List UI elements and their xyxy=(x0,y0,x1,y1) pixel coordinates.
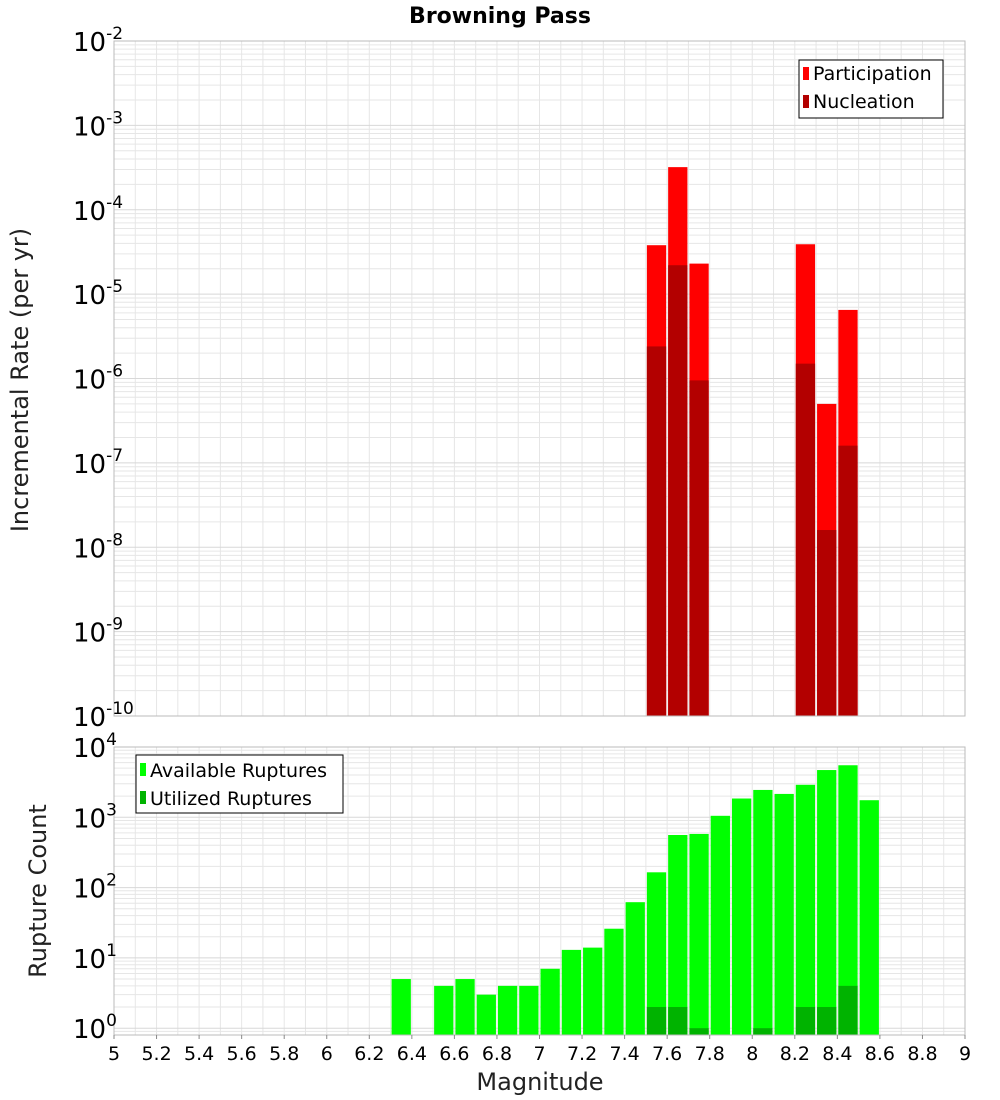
legend-nucleation-swatch xyxy=(803,95,809,108)
legend-available-swatch xyxy=(140,763,146,776)
legend-nucleation-label: Nucleation xyxy=(813,91,915,113)
nucleation-bar xyxy=(795,363,816,716)
available-bar xyxy=(774,793,794,1035)
available-bar xyxy=(710,815,730,1035)
available-bar xyxy=(540,968,560,1035)
available-bar xyxy=(604,928,624,1035)
available-bar xyxy=(434,985,454,1035)
available-bar xyxy=(731,798,752,1035)
xtick-label: 6.8 xyxy=(482,1043,512,1065)
utilized-bar xyxy=(689,1028,709,1035)
nucleation-bar xyxy=(646,346,667,716)
top-plot-frame xyxy=(113,40,966,717)
legend-participation-label: Participation xyxy=(813,63,932,85)
top-ytick-label: 10-8 xyxy=(73,530,123,564)
top-ytick-label: 10-2 xyxy=(73,24,123,58)
top-ytick-labels: 10-10 10-9 10-8 10-7 10-6 10-5 10-4 10-3 10-2 xyxy=(73,24,134,733)
xtick-label: 6.4 xyxy=(397,1043,427,1065)
bottom-bars xyxy=(391,765,879,1035)
xtick-label: 5.2 xyxy=(141,1043,171,1065)
nucleation-bar xyxy=(838,445,858,716)
available-bar xyxy=(753,789,773,1035)
xtick-label: 8 xyxy=(746,1043,758,1065)
xtick-label: 6 xyxy=(321,1043,333,1065)
xtick-label: 8.8 xyxy=(907,1043,937,1065)
available-bar xyxy=(391,979,411,1035)
xtick-label: 7.4 xyxy=(609,1043,639,1065)
available-bar xyxy=(497,985,518,1035)
bottom-xtick-labels: 5 5.2 5.4 5.6 5.8 6 6.2 6.4 6.6 6.8 7 7.2 7.4 7.6 7.8 8… xyxy=(108,1035,971,1065)
top-legend: Participation Nucleation xyxy=(798,59,944,119)
available-bar xyxy=(668,834,688,1035)
bottom-ytick-label: 104 xyxy=(73,730,117,764)
top-y-axis-label: Incremental Rate (per yr) xyxy=(6,228,34,532)
available-bar xyxy=(859,800,879,1035)
nucleation-bar xyxy=(817,530,837,716)
xtick-label: 6.6 xyxy=(439,1043,469,1065)
legend-utilized-swatch xyxy=(140,791,146,804)
legend-participation-swatch xyxy=(803,67,809,80)
utilized-bar xyxy=(817,1007,837,1035)
bottom-legend-box xyxy=(135,754,344,814)
bottom-ytick-label: 103 xyxy=(73,800,117,834)
xtick-label: 7.2 xyxy=(567,1043,597,1065)
top-ytick-label: 10-6 xyxy=(73,362,123,396)
top-gridlines xyxy=(114,40,965,717)
top-ytick-label: 10-10 xyxy=(73,699,134,733)
bottom-ytick-label: 102 xyxy=(73,871,117,905)
xtick-label: 7.6 xyxy=(652,1043,682,1065)
bottom-ytick-label: 100 xyxy=(73,1011,117,1045)
utilized-bar xyxy=(668,1007,688,1035)
utilized-bar xyxy=(753,1028,773,1035)
bottom-ytick-labels: 100 101 102 103 104 xyxy=(73,730,117,1045)
legend-utilized-label: Utilized Ruptures xyxy=(150,788,312,810)
available-bar xyxy=(476,994,496,1035)
xtick-label: 5 xyxy=(108,1043,120,1065)
nucleation-bar xyxy=(689,380,709,716)
utilized-bar xyxy=(795,1007,816,1035)
utilized-bar xyxy=(838,985,858,1035)
available-bar xyxy=(583,947,603,1035)
bottom-y-axis-label: Rupture Count xyxy=(24,804,52,978)
nucleation-bar xyxy=(668,265,688,716)
bottom-legend: Available Ruptures Utilized Ruptures xyxy=(135,754,344,814)
available-bar xyxy=(561,949,582,1035)
xtick-label: 5.8 xyxy=(269,1043,299,1065)
xtick-label: 9 xyxy=(959,1043,971,1065)
available-bar xyxy=(689,833,709,1035)
xtick-label: 6.2 xyxy=(354,1043,384,1065)
x-axis-label: Magnitude xyxy=(476,1068,603,1096)
available-bar xyxy=(795,784,816,1035)
bottom-panel: 100 101 102 103 104 5 5.2 5.4 5.6 5.8 6 6.2 6.4 6.6 6… xyxy=(24,730,971,1096)
top-ytick-label: 10-4 xyxy=(73,193,123,227)
xtick-label: 7 xyxy=(533,1043,545,1065)
xtick-label: 8.4 xyxy=(822,1043,852,1065)
top-ytick-label: 10-7 xyxy=(73,446,123,480)
available-bar xyxy=(455,979,475,1035)
legend-available-label: Available Ruptures xyxy=(150,760,327,782)
xtick-label: 5.6 xyxy=(227,1043,257,1065)
xtick-label: 7.8 xyxy=(695,1043,725,1065)
available-bar xyxy=(519,985,539,1035)
available-bar xyxy=(838,765,858,1035)
xtick-label: 8.2 xyxy=(780,1043,810,1065)
utilized-bar xyxy=(646,1007,667,1035)
top-panel: 10-10 10-9 10-8 10-7 10-6 10-5 10-4 10-3 10-2 In… xyxy=(6,24,966,733)
top-bars xyxy=(646,167,858,717)
available-bar xyxy=(817,770,837,1035)
top-legend-box xyxy=(798,59,944,119)
top-ytick-label: 10-5 xyxy=(73,277,123,311)
available-bar xyxy=(625,902,645,1035)
top-ytick-label: 10-3 xyxy=(73,108,123,142)
xtick-label: 5.4 xyxy=(184,1043,214,1065)
xtick-label: 8.6 xyxy=(865,1043,895,1065)
chart-title: Browning Pass xyxy=(409,4,591,29)
bottom-ytick-label: 101 xyxy=(73,941,117,975)
available-bar xyxy=(646,872,667,1035)
top-ytick-label: 10-9 xyxy=(73,615,123,649)
